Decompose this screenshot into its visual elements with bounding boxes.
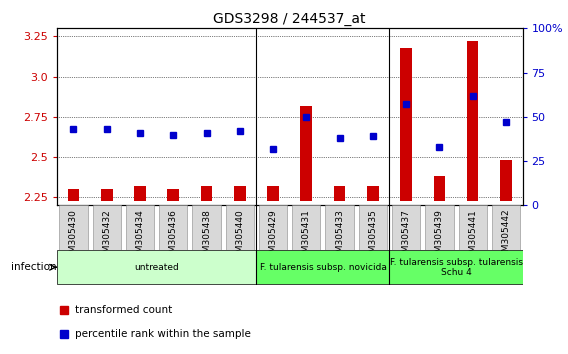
- Text: GSM305429: GSM305429: [269, 209, 278, 264]
- Text: untreated: untreated: [134, 263, 179, 272]
- Text: GSM305433: GSM305433: [335, 209, 344, 264]
- Text: GSM305438: GSM305438: [202, 209, 211, 264]
- FancyBboxPatch shape: [59, 205, 87, 250]
- Bar: [134, 186, 146, 201]
- FancyBboxPatch shape: [359, 205, 387, 250]
- Bar: [467, 41, 478, 201]
- Bar: [300, 105, 312, 201]
- Text: percentile rank within the sample: percentile rank within the sample: [76, 329, 251, 339]
- FancyBboxPatch shape: [392, 205, 420, 250]
- Title: GDS3298 / 244537_at: GDS3298 / 244537_at: [214, 12, 366, 26]
- FancyBboxPatch shape: [193, 205, 220, 250]
- Bar: [68, 189, 80, 201]
- Text: GSM305434: GSM305434: [136, 209, 144, 264]
- Text: GSM305439: GSM305439: [435, 209, 444, 264]
- Text: GSM305432: GSM305432: [102, 209, 111, 264]
- Text: GSM305436: GSM305436: [169, 209, 178, 264]
- FancyBboxPatch shape: [259, 205, 287, 250]
- FancyBboxPatch shape: [225, 205, 254, 250]
- FancyBboxPatch shape: [159, 205, 187, 250]
- Bar: [367, 186, 379, 201]
- FancyBboxPatch shape: [256, 250, 390, 284]
- Bar: [101, 189, 112, 201]
- Text: F. tularensis subsp. tularensis
Schu 4: F. tularensis subsp. tularensis Schu 4: [390, 258, 523, 277]
- Text: GSM305431: GSM305431: [302, 209, 311, 264]
- FancyBboxPatch shape: [390, 250, 523, 284]
- FancyBboxPatch shape: [93, 205, 121, 250]
- Text: infection: infection: [11, 262, 56, 272]
- Text: GSM305442: GSM305442: [502, 209, 511, 263]
- Text: GSM305441: GSM305441: [468, 209, 477, 264]
- Text: transformed count: transformed count: [76, 305, 173, 315]
- FancyBboxPatch shape: [458, 205, 487, 250]
- FancyBboxPatch shape: [492, 205, 520, 250]
- Bar: [168, 189, 179, 201]
- FancyBboxPatch shape: [425, 205, 453, 250]
- FancyBboxPatch shape: [292, 205, 320, 250]
- Text: GSM305440: GSM305440: [235, 209, 244, 264]
- Bar: [400, 48, 412, 201]
- Bar: [234, 186, 245, 201]
- Bar: [433, 176, 445, 201]
- Bar: [500, 160, 512, 201]
- Text: GSM305437: GSM305437: [402, 209, 411, 264]
- FancyBboxPatch shape: [57, 250, 256, 284]
- Text: GSM305430: GSM305430: [69, 209, 78, 264]
- FancyBboxPatch shape: [325, 205, 354, 250]
- Bar: [267, 186, 279, 201]
- Bar: [334, 186, 345, 201]
- Text: F. tularensis subsp. novicida: F. tularensis subsp. novicida: [260, 263, 386, 272]
- FancyBboxPatch shape: [126, 205, 154, 250]
- Text: GSM305435: GSM305435: [369, 209, 377, 264]
- Bar: [201, 186, 212, 201]
